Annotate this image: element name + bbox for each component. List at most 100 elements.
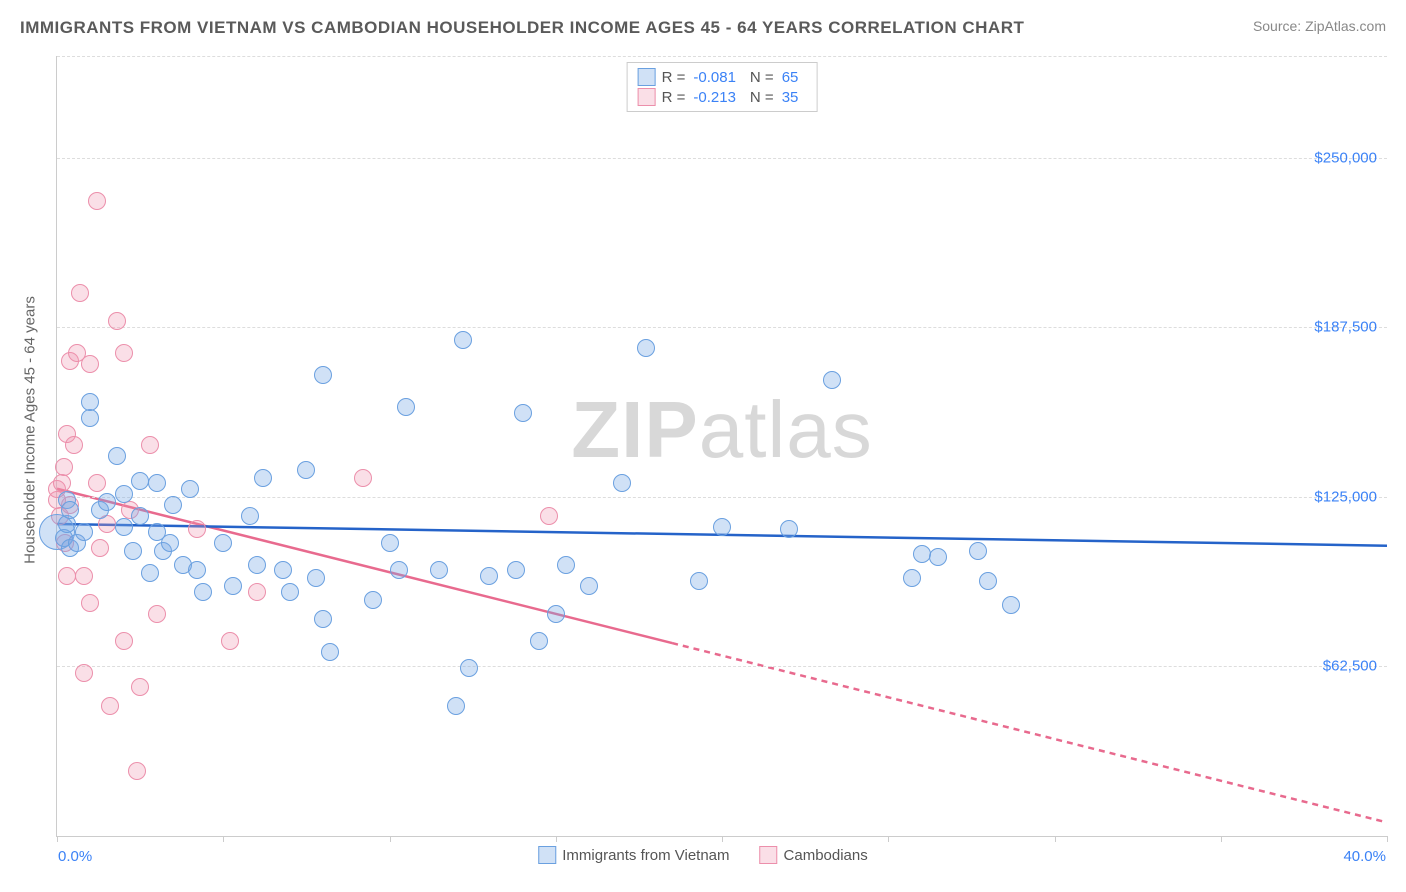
legend-label-cambodian: Cambodians bbox=[784, 847, 868, 864]
scatter-point-vietnam bbox=[430, 561, 448, 579]
scatter-point-vietnam bbox=[115, 485, 133, 503]
scatter-point-vietnam bbox=[547, 605, 565, 623]
scatter-point-vietnam bbox=[637, 339, 655, 357]
scatter-point-vietnam bbox=[108, 447, 126, 465]
r-label: R = bbox=[662, 69, 686, 86]
x-tick-mark bbox=[1387, 836, 1388, 842]
grid-line bbox=[57, 497, 1387, 498]
legend-row-pink: R = -0.213 N = 35 bbox=[638, 87, 807, 107]
scatter-point-vietnam bbox=[390, 561, 408, 579]
scatter-point-vietnam bbox=[115, 518, 133, 536]
correlation-legend: R = -0.081 N = 65 R = -0.213 N = 35 bbox=[627, 62, 818, 112]
scatter-point-cambodian bbox=[248, 583, 266, 601]
legend-item-cambodian: Cambodians bbox=[760, 846, 868, 864]
scatter-point-vietnam bbox=[274, 561, 292, 579]
x-tick-mark bbox=[223, 836, 224, 842]
scatter-point-cambodian bbox=[540, 507, 558, 525]
scatter-point-vietnam bbox=[248, 556, 266, 574]
scatter-point-cambodian bbox=[65, 436, 83, 454]
swatch-blue bbox=[538, 846, 556, 864]
scatter-point-cambodian bbox=[141, 436, 159, 454]
scatter-point-vietnam bbox=[913, 545, 931, 563]
scatter-point-vietnam bbox=[214, 534, 232, 552]
x-tick-mark bbox=[390, 836, 391, 842]
chart-title: IMMIGRANTS FROM VIETNAM VS CAMBODIAN HOU… bbox=[20, 18, 1024, 38]
scatter-point-cambodian bbox=[221, 632, 239, 650]
watermark-atlas: atlas bbox=[699, 385, 873, 474]
scatter-point-cambodian bbox=[131, 678, 149, 696]
grid-line bbox=[57, 327, 1387, 328]
scatter-point-vietnam bbox=[480, 567, 498, 585]
swatch-pink bbox=[760, 846, 778, 864]
r-label: R = bbox=[662, 89, 686, 106]
scatter-point-cambodian bbox=[81, 594, 99, 612]
scatter-point-cambodian bbox=[148, 605, 166, 623]
scatter-point-vietnam bbox=[314, 366, 332, 384]
n-label: N = bbox=[750, 89, 774, 106]
scatter-point-vietnam bbox=[381, 534, 399, 552]
scatter-point-vietnam bbox=[1002, 596, 1020, 614]
scatter-point-vietnam bbox=[514, 404, 532, 422]
y-axis-title: Householder Income Ages 45 - 64 years bbox=[22, 296, 39, 564]
scatter-point-cambodian bbox=[55, 458, 73, 476]
watermark: ZIPatlas bbox=[571, 384, 872, 476]
scatter-point-cambodian bbox=[108, 312, 126, 330]
scatter-point-vietnam bbox=[969, 542, 987, 560]
scatter-point-vietnam bbox=[690, 572, 708, 590]
scatter-point-cambodian bbox=[88, 192, 106, 210]
scatter-point-vietnam bbox=[321, 643, 339, 661]
scatter-point-cambodian bbox=[53, 474, 71, 492]
scatter-point-vietnam bbox=[194, 583, 212, 601]
scatter-point-vietnam bbox=[241, 507, 259, 525]
source-attribution: Source: ZipAtlas.com bbox=[1253, 18, 1386, 34]
scatter-point-vietnam bbox=[181, 480, 199, 498]
scatter-point-vietnam bbox=[224, 577, 242, 595]
scatter-point-cambodian bbox=[115, 344, 133, 362]
scatter-point-cambodian bbox=[115, 632, 133, 650]
plot-area: ZIPatlas R = -0.081 N = 65 R = -0.213 N … bbox=[56, 56, 1387, 837]
scatter-point-vietnam bbox=[164, 496, 182, 514]
scatter-point-vietnam bbox=[131, 472, 149, 490]
grid-line bbox=[57, 666, 1387, 667]
scatter-point-cambodian bbox=[75, 567, 93, 585]
scatter-point-vietnam bbox=[131, 507, 149, 525]
scatter-point-cambodian bbox=[71, 284, 89, 302]
series-legend: Immigrants from Vietnam Cambodians bbox=[538, 846, 868, 864]
x-min-label: 0.0% bbox=[58, 848, 92, 865]
scatter-point-vietnam bbox=[530, 632, 548, 650]
scatter-point-vietnam bbox=[141, 564, 159, 582]
scatter-point-vietnam bbox=[713, 518, 731, 536]
n-value-blue: 65 bbox=[782, 69, 799, 86]
x-tick-mark bbox=[556, 836, 557, 842]
scatter-point-cambodian bbox=[81, 355, 99, 373]
n-value-pink: 35 bbox=[782, 89, 799, 106]
trend-lines-svg bbox=[57, 56, 1387, 836]
scatter-point-cambodian bbox=[88, 474, 106, 492]
grid-line bbox=[57, 56, 1387, 57]
legend-item-vietnam: Immigrants from Vietnam bbox=[538, 846, 729, 864]
r-value-blue: -0.081 bbox=[693, 69, 736, 86]
scatter-point-vietnam bbox=[188, 561, 206, 579]
x-tick-mark bbox=[57, 836, 58, 842]
scatter-point-vietnam bbox=[61, 501, 79, 519]
scatter-point-vietnam bbox=[297, 461, 315, 479]
scatter-point-cambodian bbox=[91, 539, 109, 557]
scatter-point-cambodian bbox=[58, 567, 76, 585]
scatter-point-cambodian bbox=[101, 697, 119, 715]
y-tick-label: $250,000 bbox=[1314, 149, 1377, 166]
scatter-point-vietnam bbox=[148, 474, 166, 492]
y-tick-label: $187,500 bbox=[1314, 319, 1377, 336]
scatter-point-vietnam bbox=[397, 398, 415, 416]
scatter-point-vietnam bbox=[161, 534, 179, 552]
x-tick-mark bbox=[888, 836, 889, 842]
scatter-point-vietnam bbox=[557, 556, 575, 574]
x-tick-mark bbox=[722, 836, 723, 842]
scatter-point-vietnam bbox=[281, 583, 299, 601]
x-tick-mark bbox=[1221, 836, 1222, 842]
scatter-point-vietnam bbox=[507, 561, 525, 579]
scatter-point-vietnam bbox=[460, 659, 478, 677]
scatter-point-cambodian bbox=[75, 664, 93, 682]
scatter-point-vietnam bbox=[364, 591, 382, 609]
scatter-point-cambodian bbox=[128, 762, 146, 780]
r-value-pink: -0.213 bbox=[693, 89, 736, 106]
